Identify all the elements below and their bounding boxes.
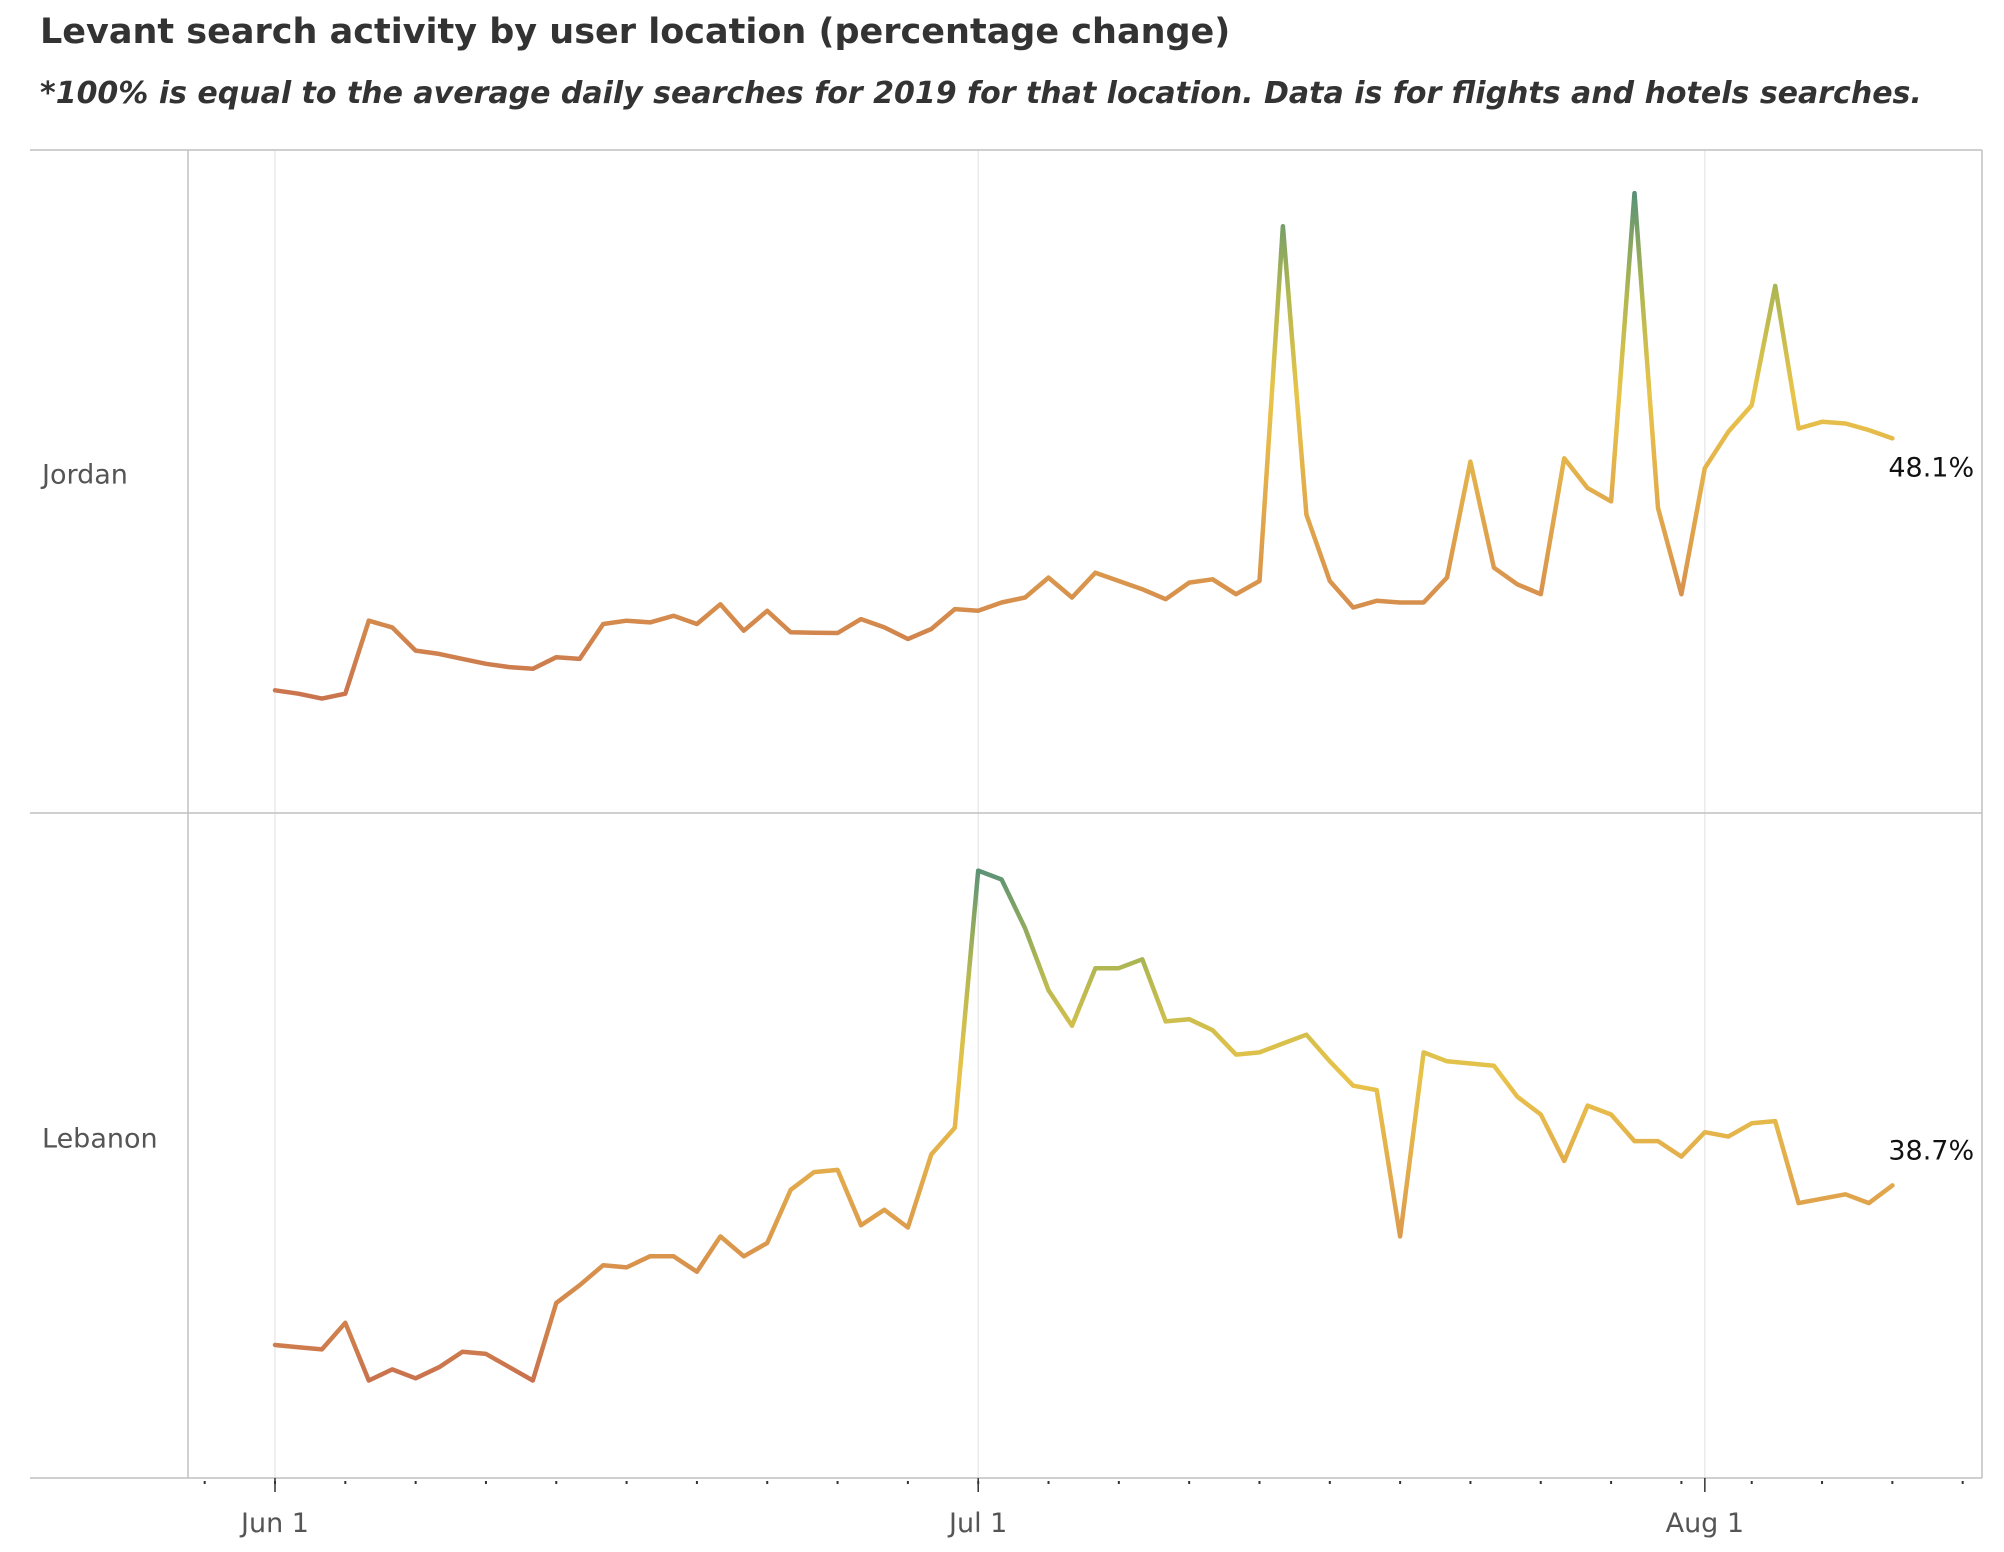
panel-frames: [30, 149, 1983, 1479]
lebanon-series-line: [272, 868, 1895, 1383]
chart-subtitle: *100% is equal to the average daily sear…: [40, 76, 1922, 111]
series-lines: [272, 190, 1895, 1383]
x-tick-label: Aug 1: [1666, 1508, 1744, 1539]
x-axis: Jun 1 Jul 1 Aug 1: [203, 1478, 1964, 1539]
row-label-lebanon: Lebanon: [42, 1124, 158, 1155]
x-tick-label: Jul 1: [947, 1508, 1007, 1539]
chart-title: Levant search activity by user location …: [40, 12, 1231, 52]
x-tick-label: Jun 1: [239, 1508, 309, 1539]
end-label-lebanon: 38.7%: [1888, 1135, 1974, 1166]
jordan-series-line: [272, 190, 1895, 701]
labels: Jordan 48.1% Lebanon 38.7%: [40, 452, 1974, 1166]
gridlines: [274, 150, 1706, 1478]
row-label-jordan: Jordan: [40, 460, 128, 491]
end-label-jordan: 48.1%: [1888, 452, 1974, 483]
